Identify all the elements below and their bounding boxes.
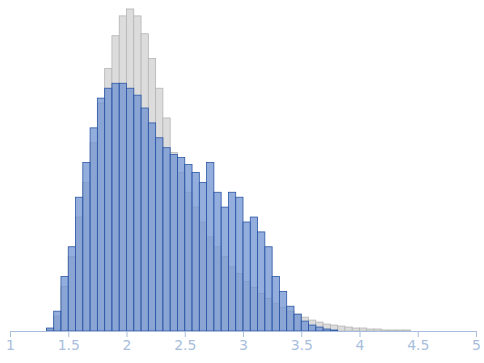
svg-text:3: 3 bbox=[239, 337, 248, 353]
svg-text:1.5: 1.5 bbox=[58, 337, 80, 353]
svg-text:5: 5 bbox=[472, 337, 481, 353]
svg-text:4: 4 bbox=[356, 337, 365, 353]
svg-text:1: 1 bbox=[6, 337, 15, 353]
svg-text:2.5: 2.5 bbox=[174, 337, 196, 353]
svg-text:3.5: 3.5 bbox=[291, 337, 313, 353]
svg-text:2: 2 bbox=[123, 337, 132, 353]
svg-text:4.5: 4.5 bbox=[407, 337, 429, 353]
